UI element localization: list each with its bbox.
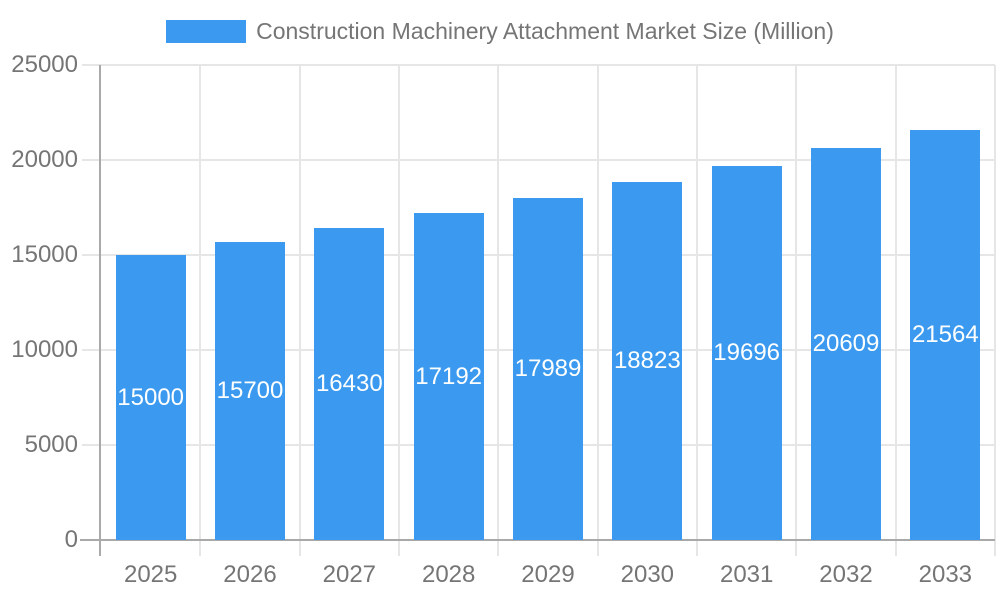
x-tick-label: 2032	[819, 561, 873, 588]
y-tick-label: 25000	[11, 51, 78, 78]
x-axis-line	[80, 539, 995, 541]
x-gridline	[298, 65, 301, 556]
bar	[811, 148, 881, 540]
x-tick-label: 2031	[719, 561, 774, 588]
bar-value-label: 18823	[613, 347, 681, 375]
y-tick-label: 20000	[11, 146, 78, 173]
bar-value-label: 17192	[415, 362, 483, 390]
y-axis-line	[99, 65, 101, 556]
bar	[314, 227, 385, 540]
x-gridline	[894, 65, 897, 556]
y-tick-label: 10000	[11, 336, 78, 363]
bar	[513, 198, 583, 540]
bar-value-label: 17989	[514, 355, 582, 383]
bar	[115, 255, 186, 540]
y-tick-label: 5000	[24, 431, 78, 458]
x-tick-label: 2029	[521, 561, 575, 588]
bar-value-label: 20609	[812, 330, 880, 358]
x-tick-label: 2033	[918, 561, 973, 588]
y-gridline	[82, 64, 995, 66]
x-gridline	[795, 65, 798, 556]
x-tick-label: 2027	[322, 561, 377, 588]
bar	[215, 241, 285, 540]
y-tick-label: 0	[64, 526, 78, 553]
y-tick-label: 15000	[11, 241, 78, 268]
x-gridline	[199, 65, 202, 556]
x-gridline	[497, 65, 500, 556]
legend-swatch	[166, 19, 247, 43]
bar-value-label: 16430	[315, 369, 383, 397]
bar-value-label: 15000	[117, 383, 185, 411]
bar	[413, 213, 484, 540]
x-gridline	[994, 65, 996, 556]
bar-value-label: 15700	[216, 376, 284, 404]
x-tick-label: 2026	[223, 561, 277, 588]
x-tick-label: 2030	[620, 561, 675, 588]
bar-value-label: 21564	[911, 321, 979, 349]
y-gridline	[82, 159, 995, 161]
x-tick-label: 2028	[421, 561, 476, 588]
bar	[910, 130, 981, 540]
bar	[612, 182, 683, 540]
x-gridline	[596, 65, 599, 556]
bar	[711, 165, 782, 540]
x-gridline	[398, 65, 400, 556]
legend-label: Construction Machinery Attachment Market…	[256, 17, 834, 44]
x-gridline	[696, 65, 698, 556]
chart-legend: Construction Machinery Attachment Market…	[0, 15, 1000, 47]
x-tick-label: 2025	[123, 561, 178, 588]
bar-value-label: 19696	[713, 338, 781, 366]
